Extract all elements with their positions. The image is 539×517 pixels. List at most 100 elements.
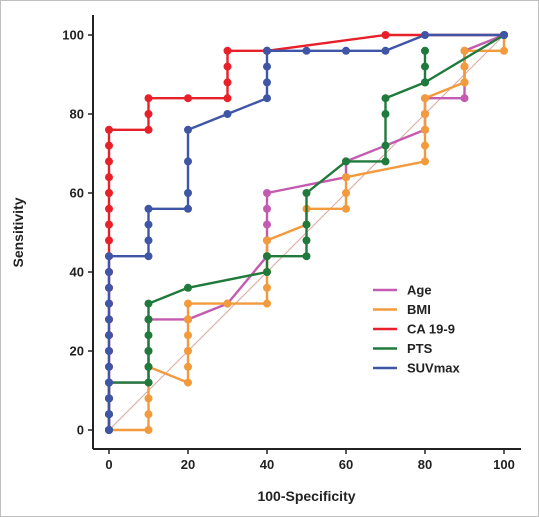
data-point-ca-19-9 (223, 62, 232, 71)
data-point-bmi (421, 94, 429, 103)
data-point-bmi (263, 236, 271, 245)
axes-layer: 0 20 40 60 80 100 0 20 40 60 80 100 (62, 15, 521, 472)
data-point-bmi (144, 426, 153, 434)
data-point-suvmax (421, 31, 429, 39)
data-point-age (460, 94, 469, 103)
data-point-bmi (421, 157, 429, 166)
data-point-suvmax (105, 331, 113, 340)
data-point-bmi (184, 347, 192, 355)
data-point-ca-19-9 (223, 78, 232, 87)
data-point-ca-19-9 (381, 31, 390, 39)
data-point-suvmax (105, 394, 113, 403)
data-point-suvmax (105, 315, 113, 324)
data-point-suvmax (223, 110, 232, 118)
data-point-suvmax (263, 78, 271, 87)
x-tick-label: 20 (181, 457, 195, 472)
y-axis-label: Sensitivity (10, 197, 26, 267)
data-point-pts (144, 362, 153, 371)
data-point-suvmax (263, 46, 271, 55)
legend: Age BMI CA 19-9 PTS SUVmax (373, 283, 461, 376)
data-point-pts (381, 157, 390, 166)
data-point-ca-19-9 (105, 220, 113, 229)
data-point-suvmax (381, 46, 390, 55)
y-tick-label: 40 (70, 265, 84, 280)
data-point-suvmax (144, 204, 153, 213)
data-point-pts (144, 331, 153, 340)
data-point-suvmax (144, 252, 153, 261)
data-point-bmi (144, 394, 153, 403)
series-suvmax (105, 31, 508, 434)
y-tick-label: 80 (70, 107, 84, 122)
data-point-bmi (263, 283, 271, 292)
data-point-suvmax (105, 347, 113, 355)
data-point-bmi (460, 78, 469, 87)
data-point-bmi (184, 331, 192, 340)
data-point-pts (302, 189, 311, 197)
data-point-suvmax (105, 378, 113, 387)
data-point-age (263, 204, 271, 213)
data-point-pts (421, 62, 429, 71)
data-point-suvmax (263, 94, 271, 103)
data-point-ca-19-9 (223, 46, 232, 55)
data-point-suvmax (263, 62, 271, 71)
data-point-ca-19-9 (223, 94, 232, 103)
data-point-bmi (184, 362, 192, 371)
data-point-ca-19-9 (105, 189, 113, 197)
data-point-pts (144, 299, 153, 308)
data-point-suvmax (105, 362, 113, 371)
y-tick-label: 100 (62, 28, 84, 43)
x-tick-label: 100 (493, 457, 515, 472)
data-point-bmi (421, 141, 429, 150)
data-point-bmi (421, 125, 429, 134)
data-point-ca-19-9 (144, 125, 153, 134)
data-point-suvmax (184, 125, 192, 134)
legend-label-pts: PTS (407, 341, 433, 356)
data-point-suvmax (184, 204, 192, 213)
data-point-suvmax (105, 299, 113, 308)
data-point-ca-19-9 (105, 173, 113, 182)
data-point-ca-19-9 (105, 141, 113, 150)
y-tick-label: 0 (77, 423, 84, 438)
legend-label-ca-19-9: CA 19-9 (407, 322, 455, 337)
data-point-suvmax (105, 283, 113, 292)
data-point-bmi (342, 189, 350, 197)
data-point-bmi (223, 299, 232, 308)
data-point-bmi (421, 110, 429, 118)
data-point-suvmax (105, 410, 113, 419)
data-point-bmi (342, 173, 350, 182)
data-point-suvmax (144, 220, 153, 229)
data-point-bmi (184, 299, 192, 308)
data-point-pts (421, 46, 429, 55)
series-layer (105, 31, 508, 434)
legend-label-bmi: BMI (407, 302, 431, 317)
data-point-suvmax (105, 426, 113, 434)
data-point-pts (421, 78, 429, 87)
x-tick-label: 40 (260, 457, 274, 472)
data-point-suvmax (105, 268, 113, 276)
data-point-bmi (500, 46, 508, 55)
data-point-suvmax (302, 46, 311, 55)
data-point-pts (381, 94, 390, 103)
data-point-pts (144, 347, 153, 355)
data-point-suvmax (342, 46, 350, 55)
y-tick-label: 20 (70, 344, 84, 359)
data-point-suvmax (184, 189, 192, 197)
legend-label-age: Age (407, 283, 432, 298)
data-point-bmi (460, 46, 469, 55)
data-point-pts (184, 283, 192, 292)
data-point-pts (342, 157, 350, 166)
x-axis-label: 100-Specificity (257, 488, 355, 504)
data-point-bmi (184, 378, 192, 387)
data-point-pts (302, 236, 311, 245)
x-tick-label: 0 (105, 457, 112, 472)
y-tick-label: 60 (70, 186, 84, 201)
data-point-suvmax (500, 31, 508, 39)
data-point-pts (144, 378, 153, 387)
data-point-suvmax (105, 252, 113, 261)
data-point-bmi (460, 62, 469, 71)
data-point-pts (302, 252, 311, 261)
data-point-age (263, 189, 271, 197)
x-tick-label: 60 (339, 457, 353, 472)
data-point-suvmax (144, 236, 153, 245)
